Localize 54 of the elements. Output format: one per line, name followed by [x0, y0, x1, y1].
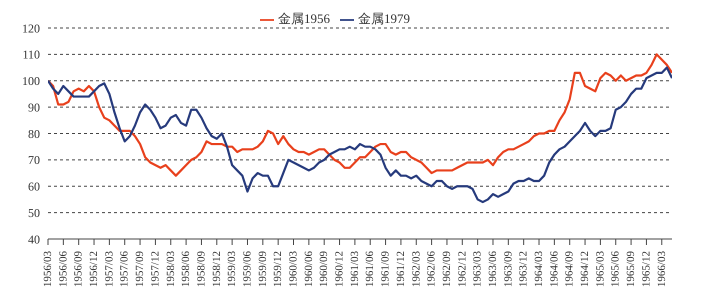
x-tick-label: 1965/09 [625, 250, 638, 288]
x-tick-label: 1963/09 [502, 250, 514, 288]
x-tick-label: 1964/09 [564, 250, 576, 288]
x-tick-label: 1961/09 [380, 250, 392, 288]
x-tick-label: 1963/03 [472, 250, 484, 288]
x-tick-label: 1958/06 [180, 250, 192, 288]
x-tick-label: 1956/12 [88, 251, 100, 288]
x-tick-label: 1964/06 [548, 250, 560, 288]
x-tick-label: 1965/03 [594, 250, 606, 288]
x-tick-label: 1964/12 [579, 251, 592, 288]
legend-label: 金属1979 [358, 11, 410, 26]
x-tick-label: 1962/03 [410, 250, 422, 288]
y-tick-label: 110 [22, 48, 40, 62]
x-tick-label: 1961/03 [348, 250, 361, 288]
x-tick-label: 1959/06 [241, 250, 254, 288]
x-tick-label: 1957/09 [134, 250, 146, 288]
x-tick-label: 1962/06 [426, 250, 438, 288]
x-tick-label: 1958/12 [210, 251, 223, 288]
x-tick-label: 1960/06 [302, 250, 315, 288]
x-tick-label: 1956/06 [57, 250, 70, 288]
x-tick-label: 1960/09 [318, 250, 330, 288]
x-tick-label: 1965/06 [610, 250, 622, 288]
x-tick-label: 1963/12 [518, 251, 530, 288]
y-tick-label: 80 [28, 126, 40, 141]
x-tick-label: 1960/03 [288, 250, 300, 288]
y-tick-label: 60 [28, 180, 40, 194]
y-tick-label: 100 [22, 74, 40, 88]
x-tick-label: 1957/03 [103, 250, 116, 288]
y-tick-label: 90 [28, 100, 40, 114]
x-tick-label: 1956/03 [42, 250, 54, 288]
x-tick-label: 1958/03 [164, 250, 177, 288]
x-tick-label: 1960/12 [334, 251, 346, 288]
x-tick-label: 1961/12 [394, 251, 407, 288]
y-tick-label: 50 [28, 206, 40, 220]
x-tick-label: 1962/12 [456, 251, 468, 288]
x-tick-label: 1956/09 [72, 250, 85, 288]
line-series [48, 66, 672, 204]
x-tick-label: 1965/12 [640, 251, 652, 288]
y-tick-label: 120 [22, 21, 40, 36]
x-tick-label: 1958/09 [195, 250, 208, 288]
x-tick-label: 1959/12 [272, 251, 284, 288]
x-tick-label: 1962/09 [440, 250, 453, 288]
legend-label: 金属1956 [278, 11, 330, 26]
x-tick-label: 1964/03 [533, 250, 546, 288]
x-tick-label: 1957/06 [118, 250, 131, 288]
y-tick-label: 40 [28, 232, 40, 246]
x-tick-label: 1963/06 [486, 250, 499, 288]
line-series [48, 53, 672, 177]
x-tick-label: 1959/03 [226, 250, 238, 288]
x-tick-label: 1959/09 [256, 250, 269, 288]
x-tick-label: 1966/03 [656, 250, 668, 288]
x-tick-label: 1961/06 [364, 250, 376, 288]
y-tick-label: 70 [28, 153, 40, 168]
x-tick-label: 1957/12 [149, 251, 162, 288]
